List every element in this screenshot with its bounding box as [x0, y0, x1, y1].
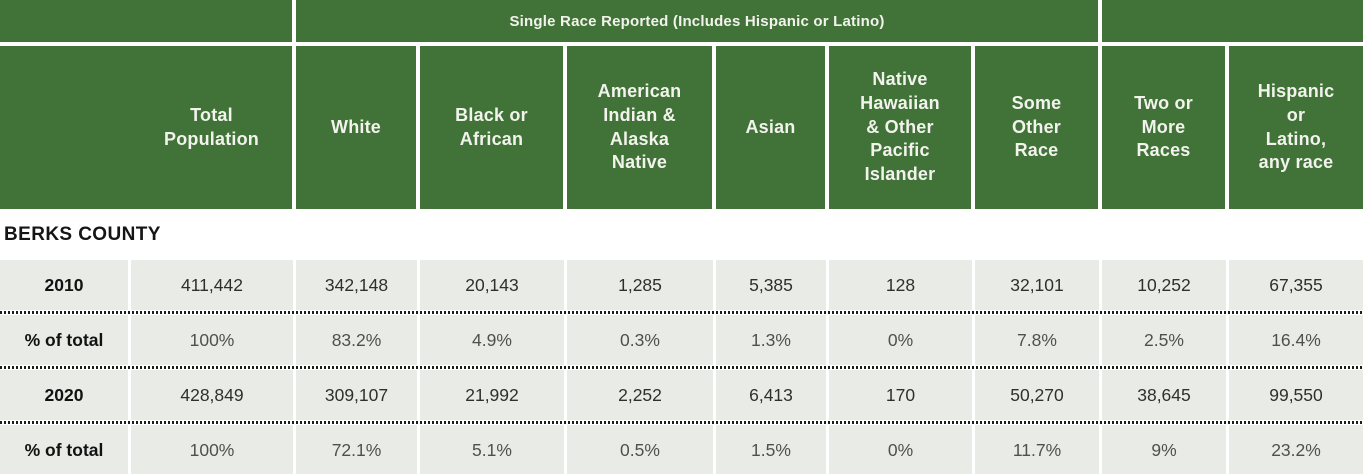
- col-header-hispanic-or-latino-any-race: Hispanic or Latino, any race: [1229, 46, 1363, 209]
- cell-native-hawaiian-other-pacific-islander: 0%: [829, 315, 975, 365]
- col-header-american-indian-alaska-native: American Indian & Alaska Native: [567, 46, 716, 209]
- row-separator: [0, 311, 1363, 314]
- table-row-of-total-3: % of total 100% 72.1% 5.1% 0.5% 1.5% 0% 11.7% 9%…: [0, 425, 1363, 474]
- cell-asian: 5,385: [716, 260, 829, 310]
- band-title: Single Race Reported (Includes Hispanic …: [296, 0, 1102, 42]
- col-header-label: Some Other Race: [1011, 92, 1062, 161]
- cell-asian: 1.5%: [716, 425, 829, 474]
- cell-total-population: 428,849: [131, 370, 296, 420]
- cell-white: 83.2%: [296, 315, 420, 365]
- row-label: 2020: [0, 370, 131, 420]
- col-header-label: Black or African: [455, 104, 528, 149]
- cell-black-or-african: 5.1%: [420, 425, 567, 474]
- table-row-of-total-1: % of total 100% 83.2% 4.9% 0.3% 1.3% 0% 7.8% 2.5…: [0, 315, 1363, 365]
- cell-hispanic-or-latino-any-race: 67,355: [1229, 260, 1363, 310]
- section-title: BERKS COUNTY: [4, 223, 161, 245]
- cell-some-other-race: 7.8%: [975, 315, 1102, 365]
- cell-total-population: 100%: [131, 315, 296, 365]
- cell-white: 342,148: [296, 260, 420, 310]
- col-header-label: Hispanic or Latino, any race: [1257, 81, 1335, 173]
- cell-native-hawaiian-other-pacific-islander: 170: [829, 370, 975, 420]
- row-label: % of total: [0, 425, 131, 474]
- header-top-band: Single Race Reported (Includes Hispanic …: [0, 0, 1363, 42]
- cell-native-hawaiian-other-pacific-islander: 0%: [829, 425, 975, 474]
- col-header-two-or-more-races: Two or More Races: [1102, 46, 1229, 209]
- cell-american-indian-alaska-native: 1,285: [567, 260, 716, 310]
- cell-total-population: 100%: [131, 425, 296, 474]
- col-header-label: Total Population: [164, 104, 259, 149]
- cell-asian: 1.3%: [716, 315, 829, 365]
- cell-asian: 6,413: [716, 370, 829, 420]
- cell-black-or-african: 21,992: [420, 370, 567, 420]
- col-header-white: White: [296, 46, 420, 209]
- cell-white: 309,107: [296, 370, 420, 420]
- cell-some-other-race: 11.7%: [975, 425, 1102, 474]
- col-header-native-hawaiian-other-pacific-islander: Native Hawaiian & Other Pacific Islander: [829, 46, 975, 209]
- cell-some-other-race: 32,101: [975, 260, 1102, 310]
- col-header-some-other-race: Some Other Race: [975, 46, 1102, 209]
- cell-total-population: 411,442: [131, 260, 296, 310]
- cell-hispanic-or-latino-any-race: 23.2%: [1229, 425, 1363, 474]
- cell-american-indian-alaska-native: 0.5%: [567, 425, 716, 474]
- row-label: % of total: [0, 315, 131, 365]
- col-header-label: Native Hawaiian & Other Pacific Islander: [860, 69, 940, 185]
- col-header-asian: Asian: [716, 46, 829, 209]
- table-body: 2010 411,442 342,148 20,143 1,285 5,385 128 32,…: [0, 260, 1363, 474]
- col-header-black-or-african: Black or African: [420, 46, 567, 209]
- cell-american-indian-alaska-native: 2,252: [567, 370, 716, 420]
- cell-white: 72.1%: [296, 425, 420, 474]
- col-header-label: White: [331, 116, 381, 137]
- header-divider: [0, 42, 1363, 46]
- cell-some-other-race: 50,270: [975, 370, 1102, 420]
- band-spacer-left: [0, 0, 296, 42]
- column-header-row: Total Population White Black or African Ame…: [0, 46, 1363, 209]
- cell-black-or-african: 20,143: [420, 260, 567, 310]
- row-separator: [0, 421, 1363, 424]
- cell-two-or-more-races: 38,645: [1102, 370, 1229, 420]
- cell-hispanic-or-latino-any-race: 16.4%: [1229, 315, 1363, 365]
- cell-american-indian-alaska-native: 0.3%: [567, 315, 716, 365]
- table-row-2010-0: 2010 411,442 342,148 20,143 1,285 5,385 128 32,…: [0, 260, 1363, 310]
- col-header-label: Asian: [745, 116, 796, 137]
- band-spacer-right: [1102, 0, 1363, 42]
- cell-black-or-african: 4.9%: [420, 315, 567, 365]
- cell-native-hawaiian-other-pacific-islander: 128: [829, 260, 975, 310]
- cell-two-or-more-races: 2.5%: [1102, 315, 1229, 365]
- col-header-label: Two or More Races: [1134, 92, 1193, 161]
- row-label: 2010: [0, 260, 131, 310]
- col-header-total-population: Total Population: [0, 46, 296, 209]
- cell-two-or-more-races: 9%: [1102, 425, 1229, 474]
- cell-two-or-more-races: 10,252: [1102, 260, 1229, 310]
- col-header-label: American Indian & Alaska Native: [597, 81, 682, 173]
- cell-hispanic-or-latino-any-race: 99,550: [1229, 370, 1363, 420]
- table-row-2020-2: 2020 428,849 309,107 21,992 2,252 6,413 170 50,…: [0, 370, 1363, 420]
- row-separator: [0, 366, 1363, 369]
